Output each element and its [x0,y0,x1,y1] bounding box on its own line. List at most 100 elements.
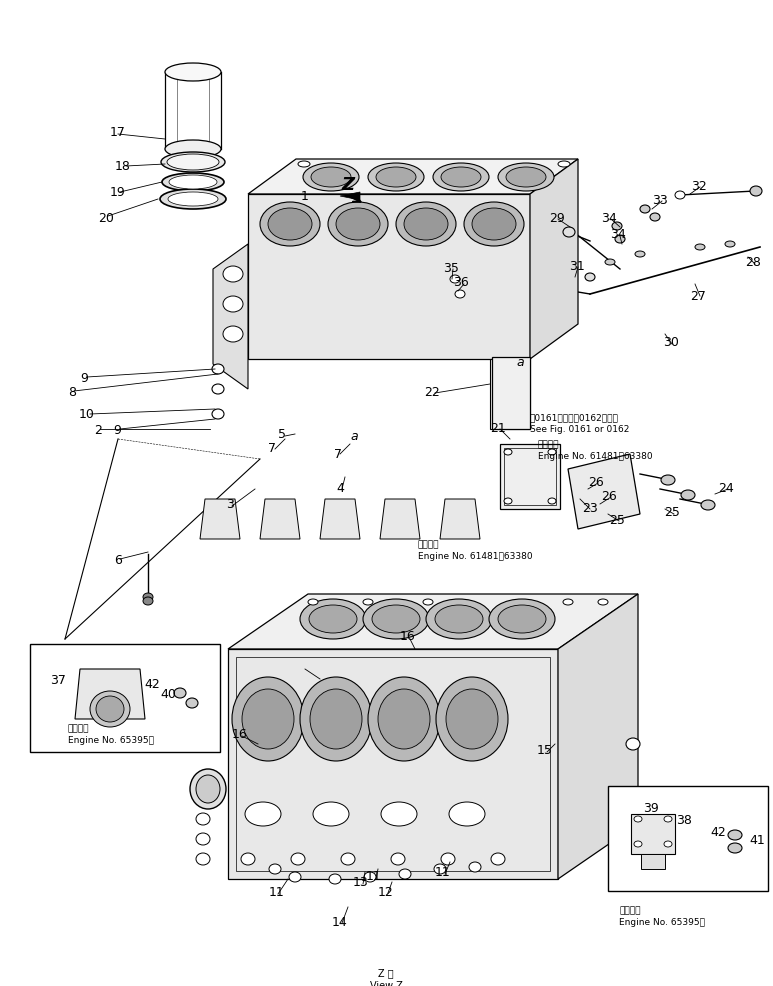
Ellipse shape [635,251,645,257]
Ellipse shape [212,365,224,375]
Text: 11: 11 [269,885,285,898]
Ellipse shape [143,594,153,601]
Ellipse shape [311,168,351,187]
Bar [494,365,526,425]
Bar [608,786,768,891]
Ellipse shape [449,803,485,826]
Text: 適用号機
Engine No. 61481～63380: 適用号機 Engine No. 61481～63380 [418,539,533,560]
Text: 26: 26 [601,490,617,503]
Ellipse shape [423,599,433,605]
Ellipse shape [563,228,575,238]
Ellipse shape [396,203,456,246]
Polygon shape [340,193,360,201]
Ellipse shape [212,409,224,420]
Text: 9: 9 [80,371,88,385]
Ellipse shape [498,605,546,633]
Text: 11: 11 [435,865,451,878]
Ellipse shape [612,223,622,231]
Text: 9: 9 [113,423,121,436]
Ellipse shape [489,599,555,639]
Text: 28: 28 [745,256,761,269]
Ellipse shape [300,599,366,639]
Ellipse shape [313,803,349,826]
Ellipse shape [364,872,376,882]
Polygon shape [228,595,638,650]
Polygon shape [492,358,530,430]
Ellipse shape [446,689,498,749]
Text: 23: 23 [582,501,598,514]
Text: 適用号機
Engine No. 61481～63380: 適用号機 Engine No. 61481～63380 [538,440,652,460]
Ellipse shape [728,843,742,853]
Ellipse shape [368,677,440,761]
Text: 32: 32 [691,179,707,192]
Ellipse shape [329,875,341,884]
Text: 41: 41 [749,832,764,846]
Ellipse shape [165,141,221,159]
Ellipse shape [491,853,505,865]
Ellipse shape [433,164,489,192]
Text: 27: 27 [690,289,706,302]
Text: 37: 37 [50,673,66,687]
Ellipse shape [162,174,224,192]
Text: 35: 35 [443,261,459,274]
Ellipse shape [309,605,357,633]
Ellipse shape [498,164,554,192]
Ellipse shape [563,599,573,605]
Ellipse shape [363,599,429,639]
Polygon shape [320,500,360,539]
Ellipse shape [298,162,310,168]
Bar [631,814,675,854]
Ellipse shape [426,599,492,639]
Ellipse shape [434,864,446,875]
Ellipse shape [223,297,243,313]
Ellipse shape [634,816,642,822]
Ellipse shape [196,813,210,825]
Bar [504,449,556,506]
Text: 3: 3 [226,498,234,511]
Ellipse shape [165,64,221,82]
Ellipse shape [341,853,355,865]
Ellipse shape [605,259,615,266]
Ellipse shape [245,803,281,826]
Ellipse shape [196,853,210,865]
Text: 29: 29 [549,211,565,224]
Bar [30,644,220,752]
Ellipse shape [378,689,430,749]
Polygon shape [530,160,578,360]
Ellipse shape [223,326,243,343]
Ellipse shape [167,155,219,171]
Ellipse shape [223,267,243,283]
Text: 25: 25 [609,513,625,526]
Text: 1: 1 [301,190,309,203]
Ellipse shape [441,853,455,865]
Polygon shape [248,160,578,195]
Ellipse shape [472,209,516,241]
Bar [641,854,665,869]
Ellipse shape [464,203,524,246]
Ellipse shape [469,862,481,872]
Ellipse shape [441,168,481,187]
Ellipse shape [161,153,225,173]
Text: 15: 15 [537,742,553,755]
Ellipse shape [585,274,595,282]
Text: 7: 7 [268,441,276,454]
Polygon shape [228,650,558,880]
Text: 34: 34 [610,229,626,242]
Ellipse shape [615,236,625,244]
Text: 36: 36 [453,276,469,289]
Text: 図0161図または0162図参照
See Fig. 0161 or 0162: 図0161図または0162図参照 See Fig. 0161 or 0162 [530,412,629,434]
Ellipse shape [328,203,388,246]
Text: Z: Z [342,176,355,194]
Ellipse shape [300,677,372,761]
Text: 22: 22 [424,386,440,398]
Text: 25: 25 [664,506,680,519]
Ellipse shape [242,689,294,749]
Ellipse shape [174,688,186,698]
Ellipse shape [143,598,153,605]
Bar [496,362,526,426]
Text: a: a [350,429,358,442]
Text: 42: 42 [144,677,160,691]
Ellipse shape [506,168,546,187]
Polygon shape [200,500,240,539]
Ellipse shape [435,605,483,633]
